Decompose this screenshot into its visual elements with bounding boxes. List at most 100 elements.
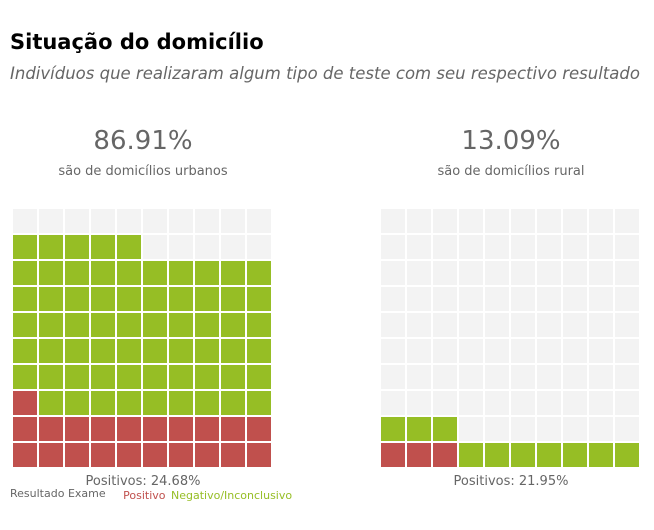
empty-cell bbox=[381, 209, 405, 233]
empty-cell bbox=[459, 235, 483, 259]
empty-cell bbox=[39, 209, 63, 233]
empty-cell bbox=[563, 391, 587, 415]
empty-cell bbox=[13, 209, 37, 233]
negativo-cell bbox=[39, 391, 63, 415]
negativo-cell bbox=[143, 261, 167, 285]
negativo-cell bbox=[91, 365, 115, 389]
urban-waffle-grid bbox=[13, 209, 273, 469]
positivo-cell bbox=[91, 417, 115, 441]
positivo-cell bbox=[169, 443, 193, 467]
negativo-cell bbox=[221, 261, 245, 285]
positivo-cell bbox=[117, 443, 141, 467]
empty-cell bbox=[589, 417, 613, 441]
negativo-cell bbox=[91, 339, 115, 363]
empty-cell bbox=[381, 365, 405, 389]
empty-cell bbox=[433, 313, 457, 337]
negativo-cell bbox=[221, 391, 245, 415]
empty-cell bbox=[65, 209, 89, 233]
empty-cell bbox=[537, 209, 561, 233]
empty-cell bbox=[511, 287, 535, 311]
empty-cell bbox=[537, 235, 561, 259]
empty-cell bbox=[459, 261, 483, 285]
negativo-cell bbox=[39, 235, 63, 259]
empty-cell bbox=[459, 313, 483, 337]
positivo-cell bbox=[433, 443, 457, 467]
positivo-cell bbox=[381, 443, 405, 467]
empty-cell bbox=[615, 339, 639, 363]
negativo-cell bbox=[247, 391, 271, 415]
positivo-cell bbox=[143, 417, 167, 441]
empty-cell bbox=[615, 417, 639, 441]
negativo-cell bbox=[13, 235, 37, 259]
negativo-cell bbox=[117, 261, 141, 285]
negativo-cell bbox=[117, 391, 141, 415]
urban-percentage: 86.91% bbox=[93, 126, 193, 156]
negativo-cell bbox=[169, 313, 193, 337]
empty-cell bbox=[537, 287, 561, 311]
negativo-cell bbox=[65, 365, 89, 389]
negativo-cell bbox=[65, 391, 89, 415]
empty-cell bbox=[117, 209, 141, 233]
negativo-cell bbox=[195, 261, 219, 285]
negativo-cell bbox=[433, 417, 457, 441]
negativo-cell bbox=[91, 261, 115, 285]
negativo-cell bbox=[65, 261, 89, 285]
empty-cell bbox=[221, 235, 245, 259]
negativo-cell bbox=[407, 417, 431, 441]
empty-cell bbox=[589, 287, 613, 311]
positivo-cell bbox=[169, 417, 193, 441]
negativo-cell bbox=[221, 313, 245, 337]
empty-cell bbox=[459, 287, 483, 311]
negativo-cell bbox=[195, 287, 219, 311]
empty-cell bbox=[381, 391, 405, 415]
negativo-cell bbox=[143, 391, 167, 415]
negativo-cell bbox=[39, 365, 63, 389]
positivo-cell bbox=[13, 391, 37, 415]
empty-cell bbox=[563, 417, 587, 441]
negativo-cell bbox=[381, 417, 405, 441]
negativo-cell bbox=[143, 313, 167, 337]
negativo-cell bbox=[117, 313, 141, 337]
negativo-cell bbox=[169, 261, 193, 285]
negativo-cell bbox=[91, 313, 115, 337]
empty-cell bbox=[433, 339, 457, 363]
empty-cell bbox=[433, 287, 457, 311]
empty-cell bbox=[537, 391, 561, 415]
empty-cell bbox=[511, 209, 535, 233]
negativo-cell bbox=[169, 287, 193, 311]
negativo-cell bbox=[13, 339, 37, 363]
negativo-cell bbox=[511, 443, 535, 467]
chart-subtitle: Indivíduos que realizaram algum tipo de … bbox=[10, 64, 640, 83]
empty-cell bbox=[615, 365, 639, 389]
empty-cell bbox=[407, 261, 431, 285]
negativo-cell bbox=[221, 339, 245, 363]
empty-cell bbox=[537, 313, 561, 337]
positivo-cell bbox=[13, 443, 37, 467]
empty-cell bbox=[511, 391, 535, 415]
negativo-cell bbox=[143, 287, 167, 311]
empty-cell bbox=[459, 391, 483, 415]
negativo-cell bbox=[485, 443, 509, 467]
empty-cell bbox=[511, 417, 535, 441]
empty-cell bbox=[563, 261, 587, 285]
negativo-cell bbox=[143, 339, 167, 363]
positivo-cell bbox=[143, 443, 167, 467]
negativo-cell bbox=[91, 235, 115, 259]
negativo-cell bbox=[221, 365, 245, 389]
negativo-cell bbox=[169, 365, 193, 389]
negativo-cell bbox=[117, 339, 141, 363]
negativo-cell bbox=[563, 443, 587, 467]
empty-cell bbox=[511, 313, 535, 337]
empty-cell bbox=[511, 339, 535, 363]
negativo-cell bbox=[143, 365, 167, 389]
positivo-cell bbox=[91, 443, 115, 467]
empty-cell bbox=[381, 287, 405, 311]
empty-cell bbox=[407, 209, 431, 233]
empty-cell bbox=[459, 417, 483, 441]
empty-cell bbox=[563, 287, 587, 311]
negativo-cell bbox=[91, 391, 115, 415]
empty-cell bbox=[485, 209, 509, 233]
negativo-cell bbox=[13, 365, 37, 389]
empty-cell bbox=[485, 417, 509, 441]
negativo-cell bbox=[39, 313, 63, 337]
